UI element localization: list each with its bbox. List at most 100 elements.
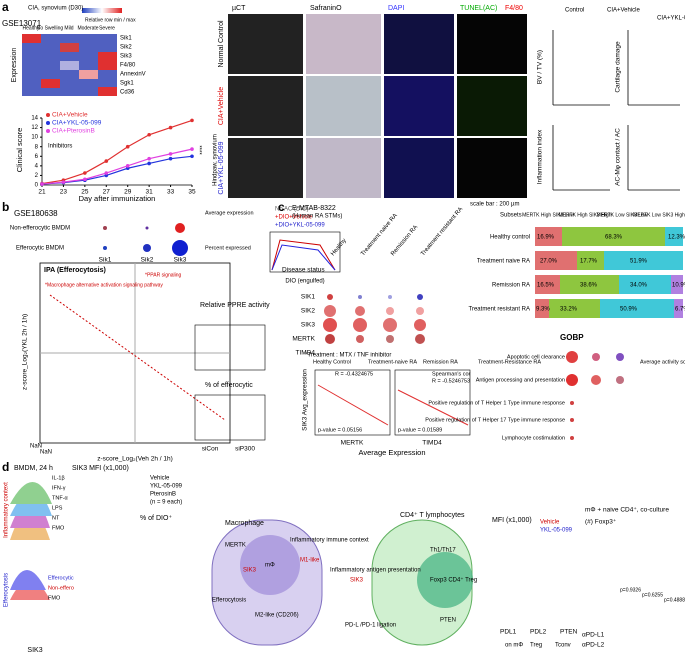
label: 6.7% [675, 307, 685, 313]
y-tick-label: 10 [31, 135, 38, 141]
panel-letter: c [278, 200, 285, 214]
label: MERTK High SIK3 Low [522, 212, 574, 218]
x-tick-label: 33 [167, 189, 175, 196]
label: Th1/Th17 [430, 548, 456, 554]
label: αPD-L1 [582, 632, 605, 639]
y-tick-label: 4 [35, 163, 39, 169]
label: R = -0.4324675 [335, 371, 373, 377]
label: (n = 9 each) [150, 500, 182, 506]
label: TUNEL(AC) [460, 5, 497, 12]
bar-frames [552, 30, 680, 191]
label: Foxp3 CD4⁺ Treg [430, 577, 477, 584]
label: Average activity score [640, 359, 685, 365]
point [168, 152, 173, 156]
label: Relative row min / max [85, 17, 136, 23]
label: Lymphocyte costimulation [502, 435, 565, 441]
label: mΦ [265, 563, 275, 569]
label: +DIO+Vehicle [275, 215, 313, 221]
x-tick-label: 29 [124, 189, 132, 196]
x-tick-label: 35 [188, 189, 196, 196]
point [125, 164, 130, 168]
label: 38.6% [580, 283, 598, 289]
label: 16.9% [537, 235, 555, 241]
label: Cartilage damage [615, 41, 622, 93]
label: p-value = 0.05156 [318, 427, 362, 433]
point [168, 125, 173, 130]
label: TIMD4 [422, 440, 442, 447]
label: E-MTAB-8322 [292, 205, 336, 212]
label: Remission RA [423, 359, 458, 365]
label: LPS [52, 505, 63, 511]
panel-letter: d [2, 460, 9, 474]
point [190, 118, 194, 123]
label: Vehicle [540, 520, 560, 526]
label: Disease status [282, 267, 325, 274]
point [83, 177, 87, 182]
label: Macrophage [225, 520, 264, 527]
label: M2-like (CD206) [255, 613, 299, 619]
label: % of DIO⁺ [140, 515, 172, 522]
label: 17.7% [580, 259, 598, 265]
label: Treatment-Resistance RA [478, 359, 541, 365]
label: (Human RA STMs) [292, 214, 342, 220]
label: YKL-05-099 [150, 484, 183, 490]
label: **** [195, 145, 201, 155]
label: CIA+YKL-05-099 [657, 16, 685, 22]
point [147, 156, 151, 161]
label: on mΦ [505, 643, 523, 649]
label: Sik2 [120, 45, 132, 51]
legend-label: CIA+PterosinB [52, 128, 95, 135]
label: 10.9% [672, 283, 685, 289]
label: Treatment resistant RA [420, 206, 464, 257]
label: YKL-05-099 [540, 528, 573, 534]
label: (#) Foxp3⁺ [585, 519, 617, 526]
label: PterosinB [150, 492, 176, 498]
point [147, 132, 151, 137]
label: Remission RA [492, 283, 530, 289]
label: FMO [52, 525, 65, 531]
label: 51.9% [630, 259, 648, 265]
label: Inhibitors [48, 144, 72, 150]
label: CIA+YKL-05-099 [218, 141, 225, 194]
label: Treatment resistant RA [469, 307, 530, 313]
label: No Swelling [37, 25, 64, 31]
label: αPD-L2 [582, 642, 605, 649]
label: GSE180638 [14, 209, 58, 218]
label: Healthy [23, 25, 40, 31]
label: Non-effero [48, 585, 74, 591]
label: F4/80 [505, 5, 523, 12]
label: 68.3% [605, 235, 623, 241]
label: Efferocytosis [212, 598, 246, 604]
legend-label: CIA+Vehicle [52, 112, 88, 119]
y-tick-label: 14 [31, 116, 38, 122]
label: Efferocytic BMDM [16, 246, 64, 252]
label: Non-efferocytic BMDM [10, 226, 70, 232]
label: Sik3 [174, 257, 187, 264]
label: MFI (x1,000) [492, 517, 532, 524]
label: TNF-α [52, 495, 69, 501]
label: SIK3 [243, 568, 257, 574]
point [190, 154, 194, 159]
label: AnnexinV [120, 72, 146, 78]
label: PTEN [560, 629, 578, 636]
label: Healthy [330, 238, 348, 257]
label: Severe [99, 25, 115, 31]
label: Sgk1 [120, 81, 134, 87]
label: siP300 [235, 446, 255, 453]
label: z-score_Log₂(Veh 2h / 1h) [97, 456, 173, 463]
label: MERTK [341, 440, 364, 447]
label: Day after immunization [79, 194, 156, 203]
label: CIA+Vehicle [218, 87, 225, 125]
label: Sik2 [141, 257, 154, 264]
label: GSE13071 [2, 19, 42, 28]
label: SIK3 [350, 578, 364, 584]
label: PDL1 [500, 629, 517, 636]
point [168, 156, 173, 161]
x-tick-label: 31 [146, 189, 154, 196]
label: siCon [202, 446, 219, 453]
label: Healthy control [490, 235, 530, 241]
label: 34.0% [630, 283, 648, 289]
label: Clinical score [15, 128, 24, 173]
label: Normal Control [218, 20, 225, 68]
y-tick-label: 6 [35, 154, 39, 160]
